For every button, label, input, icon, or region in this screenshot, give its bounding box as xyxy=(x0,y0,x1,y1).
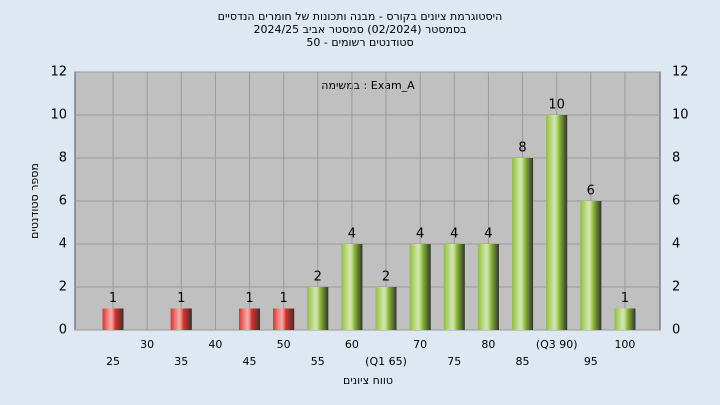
value-label: 8 xyxy=(518,141,526,156)
bar-shade xyxy=(409,244,431,330)
y-tick-label: 10 xyxy=(50,108,67,123)
x-tick-label: 95 xyxy=(584,355,598,368)
y2-tick-label: 0 xyxy=(672,323,680,338)
x-tick-label: (Q1 65) xyxy=(365,355,407,368)
bar-shade xyxy=(170,308,192,330)
value-label: 1 xyxy=(245,291,253,306)
y-tick-label: 2 xyxy=(59,280,67,295)
x-tick-label: 35 xyxy=(174,355,188,368)
y2-tick-label: 6 xyxy=(672,194,680,209)
x-axis-label: טווח ציונים xyxy=(343,374,393,387)
chart-subtitle: סטודנטים רשומים - 50 xyxy=(306,36,413,49)
y2-tick-label: 4 xyxy=(672,237,680,252)
chart-subtitle: בסמסטר (02/2024) סמסטר אביב 2024/25 xyxy=(253,23,466,36)
value-label: 1 xyxy=(621,291,629,306)
y2-tick-label: 8 xyxy=(672,151,680,166)
y-tick-label: 8 xyxy=(59,151,67,166)
bar-shade xyxy=(580,201,602,330)
x-tick-label: 50 xyxy=(277,338,291,351)
y-tick-label: 12 xyxy=(50,65,67,80)
x-tick-label: 40 xyxy=(208,338,222,351)
bar-shade xyxy=(307,287,329,330)
value-label: 6 xyxy=(587,184,595,199)
bar-shade xyxy=(341,244,363,330)
y-tick-label: 6 xyxy=(59,194,67,209)
x-tick-label: (Q3 90) xyxy=(536,338,578,351)
x-tick-label: 45 xyxy=(243,355,257,368)
x-tick-label: 60 xyxy=(345,338,359,351)
x-tick-label: 55 xyxy=(311,355,325,368)
x-tick-label: 25 xyxy=(106,355,120,368)
bar-shade xyxy=(546,115,568,330)
annotation: במשימה : Exam_A xyxy=(321,79,415,92)
y-tick-label: 4 xyxy=(59,237,67,252)
bar-shade xyxy=(239,308,261,330)
bar-shade xyxy=(512,158,534,330)
y2-tick-label: 2 xyxy=(672,280,680,295)
value-label: 4 xyxy=(416,227,424,242)
y2-tick-label: 12 xyxy=(672,65,689,80)
value-label: 2 xyxy=(314,270,322,285)
value-label: 10 xyxy=(548,98,565,113)
x-tick-label: 80 xyxy=(481,338,495,351)
x-tick-label: 75 xyxy=(447,355,461,368)
y-axis-label: מספר סטודנטים xyxy=(28,163,41,239)
y-tick-label: 0 xyxy=(59,323,67,338)
x-tick-label: 70 xyxy=(413,338,427,351)
bar-shade xyxy=(273,308,295,330)
value-label: 2 xyxy=(382,270,390,285)
bar-shade xyxy=(477,244,499,330)
x-tick-label: 100 xyxy=(614,338,635,351)
y2-tick-label: 10 xyxy=(672,108,689,123)
value-label: 4 xyxy=(450,227,458,242)
bar-shade xyxy=(614,308,636,330)
bar-shade xyxy=(443,244,465,330)
bar-shade xyxy=(375,287,397,330)
x-tick-label: 85 xyxy=(516,355,530,368)
x-tick-label: 30 xyxy=(140,338,154,351)
value-label: 1 xyxy=(109,291,117,306)
value-label: 4 xyxy=(348,227,356,242)
value-label: 1 xyxy=(280,291,288,306)
value-label: 1 xyxy=(177,291,185,306)
chart-title: היסטוגרמת ציונים בקורס - מבנה ותכונות של… xyxy=(218,10,503,23)
bar-shade xyxy=(102,308,124,330)
value-label: 4 xyxy=(484,227,492,242)
